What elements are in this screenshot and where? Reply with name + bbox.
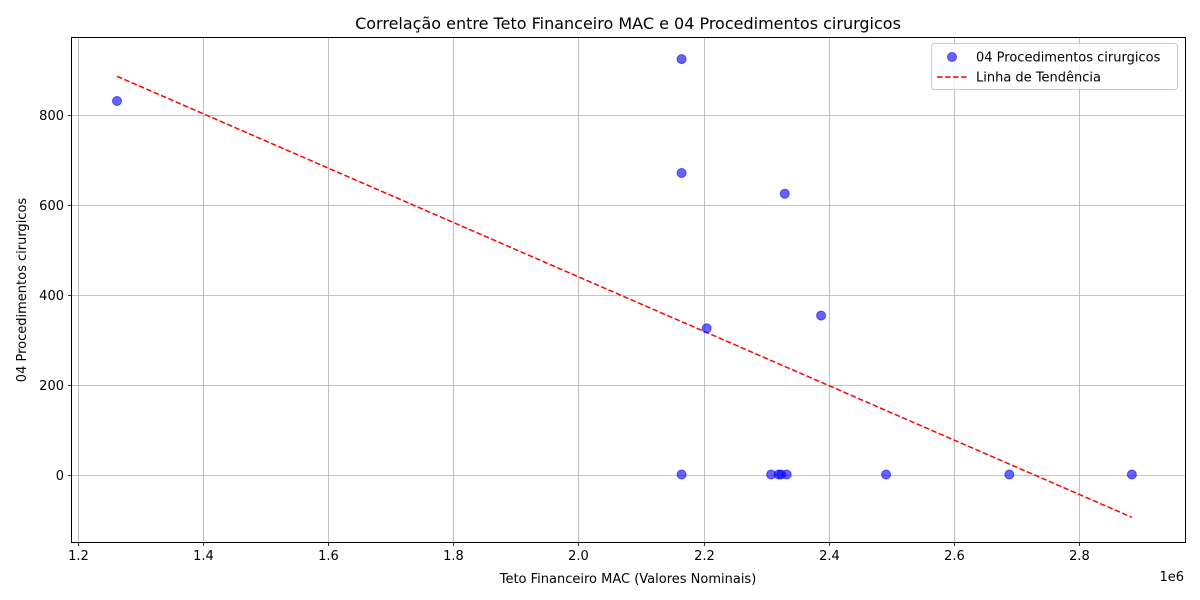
- data-point: [1126, 469, 1137, 480]
- data-point: [701, 323, 712, 334]
- trend-line: [116, 75, 1133, 518]
- data-point: [1004, 469, 1015, 480]
- data-point: [779, 188, 790, 199]
- y-tick-label: 400: [39, 289, 64, 304]
- y-axis-label: 04 Procedimentos cirurgicos: [15, 198, 30, 383]
- x-tick-label: 2.2: [694, 549, 715, 564]
- plot-frame: [71, 37, 1186, 543]
- data-point: [781, 469, 792, 480]
- x-tick-label: 2.4: [819, 549, 840, 564]
- x-tick-label: 2.0: [568, 549, 589, 564]
- trend-layer: [116, 75, 1133, 518]
- x-tick-label: 2.6: [944, 549, 965, 564]
- data-point: [676, 54, 687, 65]
- y-tick-label: 0: [56, 469, 64, 484]
- y-tick-label: 600: [39, 199, 64, 214]
- data-point: [112, 96, 122, 106]
- y-tick-label: 800: [39, 109, 64, 124]
- legend-label-scatter: 04 Procedimentos cirurgicos: [976, 51, 1161, 66]
- legend-marker-scatter: [947, 52, 957, 62]
- y-axis: 0 200 400 600 800: [39, 109, 72, 484]
- y-tick-label: 200: [39, 379, 64, 394]
- legend-box: [931, 43, 1178, 90]
- legend: 04 Procedimentos cirurgicos Linha de Ten…: [931, 43, 1178, 90]
- x-axis: 1.2 1.4 1.6 1.8 2.0 2.2 2.4 2.6 2.8: [68, 542, 1090, 564]
- data-point: [676, 469, 687, 480]
- x-axis-label: Teto Financeiro MAC (Valores Nominais): [499, 572, 757, 587]
- legend-label-trend: Linha de Tendência: [976, 71, 1101, 86]
- data-point: [881, 469, 892, 480]
- data-point: [676, 168, 687, 178]
- x-offset-label: 1e6: [1159, 570, 1184, 585]
- x-tick-label: 1.8: [443, 549, 464, 564]
- x-tick-label: 1.4: [193, 549, 214, 564]
- x-tick-label: 1.2: [68, 549, 89, 564]
- points-layer: [112, 54, 1137, 480]
- x-tick-label: 1.6: [318, 549, 339, 564]
- x-tick-label: 2.8: [1069, 549, 1090, 564]
- chart-title: Correlação entre Teto Financeiro MAC e 0…: [355, 14, 901, 33]
- data-point: [816, 310, 827, 321]
- grid: [72, 38, 1185, 542]
